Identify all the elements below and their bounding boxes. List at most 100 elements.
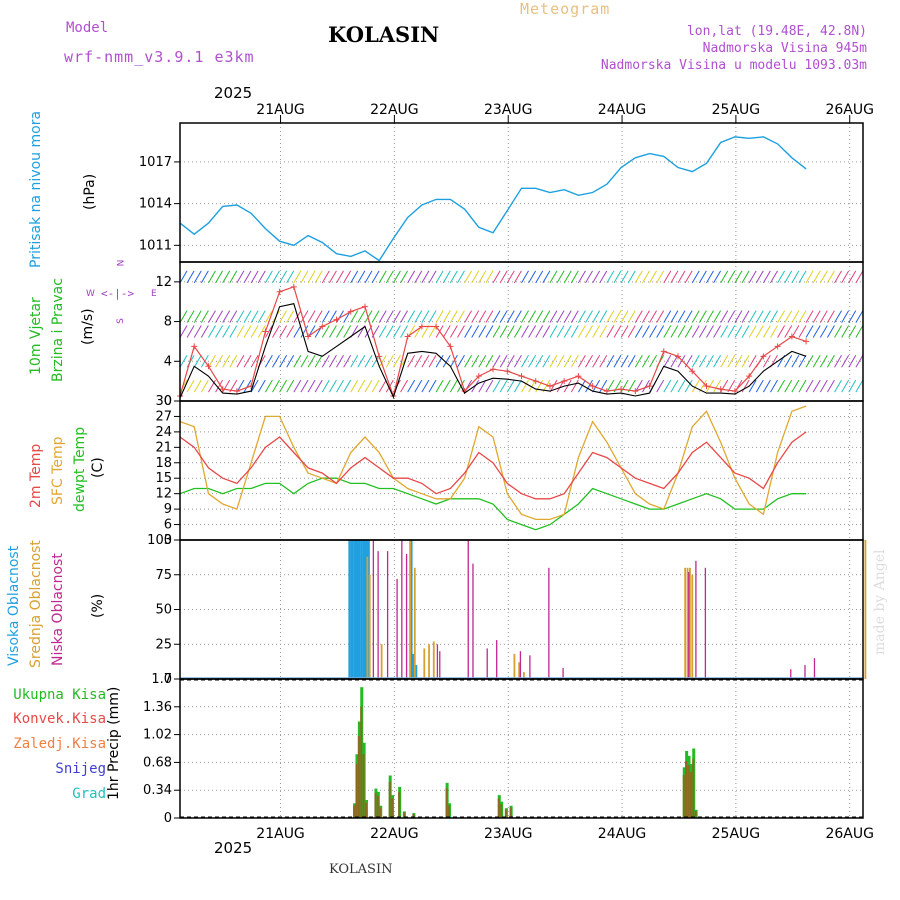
- wind-arrow: [549, 355, 558, 368]
- wind-arrow: [385, 270, 394, 284]
- wind-arrow: [670, 310, 679, 323]
- wind-arrow: [215, 325, 224, 338]
- cloud-bar: [428, 644, 430, 679]
- precip-conv-bar: [509, 807, 512, 818]
- wind-arrow: [478, 310, 487, 323]
- wind-arrow: [770, 379, 778, 393]
- wind-arrow: [855, 355, 864, 368]
- wind-arrow: [272, 379, 280, 393]
- wind-gust-marker: [618, 386, 625, 393]
- wind-arrow: [428, 310, 437, 323]
- cloud-bar: [513, 653, 516, 679]
- wind-gust-marker: [475, 373, 482, 380]
- wind-arrow: [421, 355, 430, 368]
- wind-arrow: [293, 325, 302, 338]
- wind-arrow: [734, 325, 743, 338]
- temp-ytick-label: 30: [155, 394, 172, 409]
- wind-arrow: [698, 270, 707, 284]
- wind-arrow: [656, 310, 665, 323]
- wind-arrow: [599, 310, 608, 323]
- wind-arrow: [613, 355, 622, 368]
- day-label-top: 25AUG: [712, 102, 761, 118]
- wind-arrow: [378, 325, 387, 338]
- cloud-bar: [518, 662, 521, 679]
- wind-arrow: [784, 379, 793, 393]
- cloud-bar: [790, 669, 792, 679]
- wind-arrow: [435, 355, 444, 368]
- wind-arrow: [656, 325, 665, 338]
- cloud-bar: [380, 644, 383, 679]
- compass-e: E: [151, 289, 157, 299]
- wind-arrow: [428, 355, 437, 368]
- wind-arrow: [208, 355, 216, 368]
- wind-arrow: [577, 310, 586, 323]
- precip-conv-bar: [682, 774, 685, 818]
- precip-conv-bar: [500, 804, 503, 818]
- model-name: wrf-nmm_v3.9.1 e3km: [64, 48, 255, 66]
- wind-arrow: [698, 355, 707, 368]
- wind-arrow: [186, 325, 195, 338]
- wind-arrow: [734, 355, 743, 368]
- wind-arrow: [250, 270, 259, 284]
- wind-arrow: [229, 325, 238, 338]
- wind-arrow: [542, 310, 551, 323]
- wind-arrow: [570, 325, 579, 338]
- temp-ytick-label: 24: [155, 425, 172, 440]
- wind-gust-marker: [404, 333, 411, 340]
- wind-arrow: [208, 325, 216, 338]
- wind-arrow: [627, 310, 636, 323]
- wind-arrow: [506, 379, 515, 393]
- wind-arrow: [663, 310, 672, 323]
- legend-hail: Grad: [72, 786, 106, 802]
- wind-arrow: [720, 379, 729, 393]
- wind-arrow: [393, 310, 401, 323]
- wind-arrow: [521, 310, 529, 323]
- pressure-line: [179, 136, 807, 262]
- wind-arrow: [599, 355, 608, 368]
- wind-arrow: [200, 310, 209, 323]
- wind-arrow: [293, 270, 302, 284]
- wind-arrow: [741, 310, 750, 323]
- precip-conv-bar: [445, 788, 448, 818]
- panel-frame: [179, 678, 864, 819]
- wind-arrow: [670, 355, 679, 368]
- wind-arrow: [385, 310, 394, 323]
- wind-arrow: [670, 379, 679, 393]
- wind-arrow: [521, 355, 529, 368]
- wind-arrow: [819, 310, 828, 323]
- wind-arrow: [449, 379, 458, 393]
- wind-gust-marker: [774, 343, 781, 350]
- wind-arrow: [585, 310, 593, 323]
- wind-arrow: [798, 355, 807, 368]
- wind-arrow: [770, 325, 778, 338]
- wind-arrow: [535, 355, 544, 368]
- wind-arrow: [179, 355, 188, 368]
- day-label-bottom: 24AUG: [598, 826, 647, 842]
- precip-conv-bar: [447, 805, 450, 818]
- wind-arrow: [570, 355, 579, 368]
- precip-conv-bar: [687, 765, 690, 818]
- cloud-ytick-label: 75: [155, 568, 172, 583]
- wind-arrow: [478, 379, 487, 393]
- wind-arrow: [485, 310, 494, 323]
- wind-ytick-label: 12: [155, 275, 172, 290]
- wind-arrow: [656, 379, 665, 393]
- wind-gust-marker: [703, 383, 710, 390]
- cloud-bar: [350, 540, 354, 679]
- wind-arrow: [777, 325, 786, 338]
- day-label-bottom: 23AUG: [484, 826, 533, 842]
- wind-arrow: [770, 310, 778, 323]
- wind-arrow: [826, 325, 835, 338]
- wind-arrow: [812, 310, 821, 323]
- wind-arrow: [506, 325, 515, 338]
- wind-arrow: [649, 325, 657, 338]
- wind-arrow: [599, 379, 608, 393]
- wind-arrow: [186, 379, 195, 393]
- wind-arrow: [286, 310, 295, 323]
- wind-arrow: [620, 325, 629, 338]
- wind-arrow: [449, 270, 458, 284]
- wind-arrow: [670, 270, 679, 284]
- wind-arrow: [634, 325, 643, 338]
- wind-arrow: [663, 355, 672, 368]
- wind-arrow: [457, 325, 465, 338]
